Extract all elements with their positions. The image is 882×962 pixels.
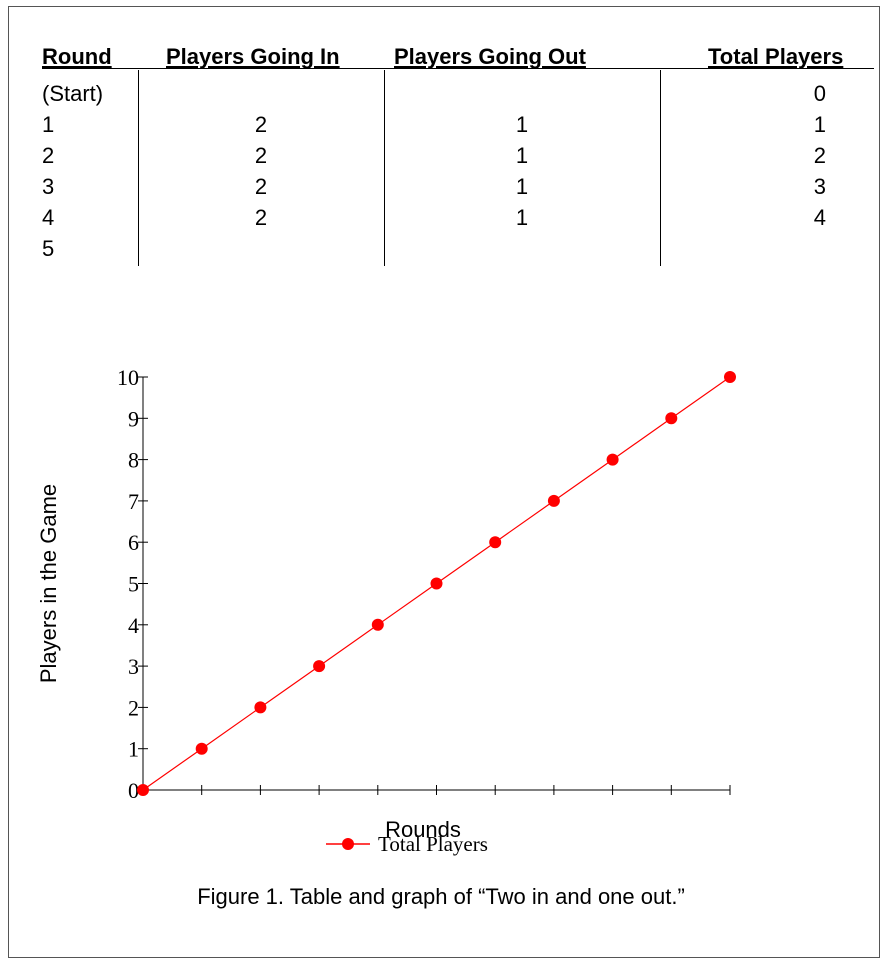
- data-point: [665, 412, 678, 425]
- data-point: [430, 577, 443, 590]
- figure-frame: [8, 6, 880, 958]
- cell-players-in: 2: [254, 174, 268, 199]
- cell-round: 1: [42, 112, 55, 137]
- series-layer: [137, 371, 736, 796]
- y-tick-label: 9: [128, 406, 139, 431]
- y-tick-label: 0: [128, 778, 139, 803]
- cell-players-out: 1: [515, 143, 529, 168]
- column-divider: [660, 70, 661, 266]
- cell-total-players: 4: [813, 205, 826, 230]
- y-tick-label: 8: [128, 448, 139, 473]
- column-divider: [138, 70, 139, 266]
- header-underline-rule: [42, 68, 874, 69]
- data-point: [137, 784, 149, 796]
- cell-round: 3: [42, 174, 55, 199]
- data-point: [371, 618, 384, 631]
- cell-players-out: 1: [515, 205, 529, 230]
- cell-players-out: 1: [515, 174, 529, 199]
- cell-total-players: 3: [813, 174, 826, 199]
- cell-players-out: 1: [515, 112, 529, 137]
- cell-players-in: [138, 233, 384, 264]
- cell-players-out: [384, 78, 660, 109]
- cell-total-players: 0: [813, 81, 826, 106]
- data-point: [724, 371, 736, 383]
- legend-marker-swatch: [342, 838, 354, 850]
- cell-total-players: [660, 233, 826, 264]
- y-tick-label: 2: [128, 695, 139, 720]
- data-point: [606, 453, 619, 466]
- y-tick-label: 3: [128, 654, 139, 679]
- column-divider: [384, 70, 385, 266]
- data-point: [254, 701, 267, 714]
- y-tick-label: 4: [128, 613, 139, 638]
- cell-round: 5: [42, 236, 55, 261]
- y-tick-label: 1: [128, 737, 139, 762]
- cell-round: 2: [42, 143, 55, 168]
- cell-total-players: 1: [813, 112, 826, 137]
- cell-players-out: [384, 233, 660, 264]
- cell-players-in: [138, 78, 384, 109]
- y-tick-label: 6: [128, 530, 139, 555]
- data-point: [313, 660, 326, 673]
- players-table: Round Players Going In Players Going Out…: [36, 44, 874, 266]
- legend: Total Players: [326, 832, 488, 856]
- data-point: [547, 494, 560, 507]
- legend-label: Total Players: [378, 832, 488, 856]
- cell-total-players: 2: [813, 143, 826, 168]
- y-tick-label: 5: [128, 572, 139, 597]
- x-axis: [142, 785, 731, 795]
- y-axis: 0 1 2 3 4 5 6 7 8 9 10: [117, 365, 148, 803]
- y-tick-label: 10: [117, 365, 139, 390]
- header-round: Round: [42, 44, 112, 69]
- cell-players-in: 2: [254, 143, 268, 168]
- header-players-going-out: Players Going Out: [394, 44, 586, 69]
- header-players-going-in: Players Going In: [166, 44, 340, 69]
- y-tick-label: 7: [128, 489, 139, 514]
- data-point: [195, 742, 208, 755]
- cell-round: 4: [42, 205, 55, 230]
- data-point: [489, 536, 502, 549]
- header-total-players: Total Players: [708, 44, 844, 69]
- y-axis-title: Players in the Game: [36, 484, 61, 683]
- cell-players-in: 2: [254, 112, 268, 137]
- cell-round: (Start): [42, 81, 104, 106]
- x-axis-title: Rounds: [385, 817, 461, 842]
- cell-players-in: 2: [254, 205, 268, 230]
- figure-caption: Figure 1. Table and graph of “Two in and…: [197, 884, 685, 909]
